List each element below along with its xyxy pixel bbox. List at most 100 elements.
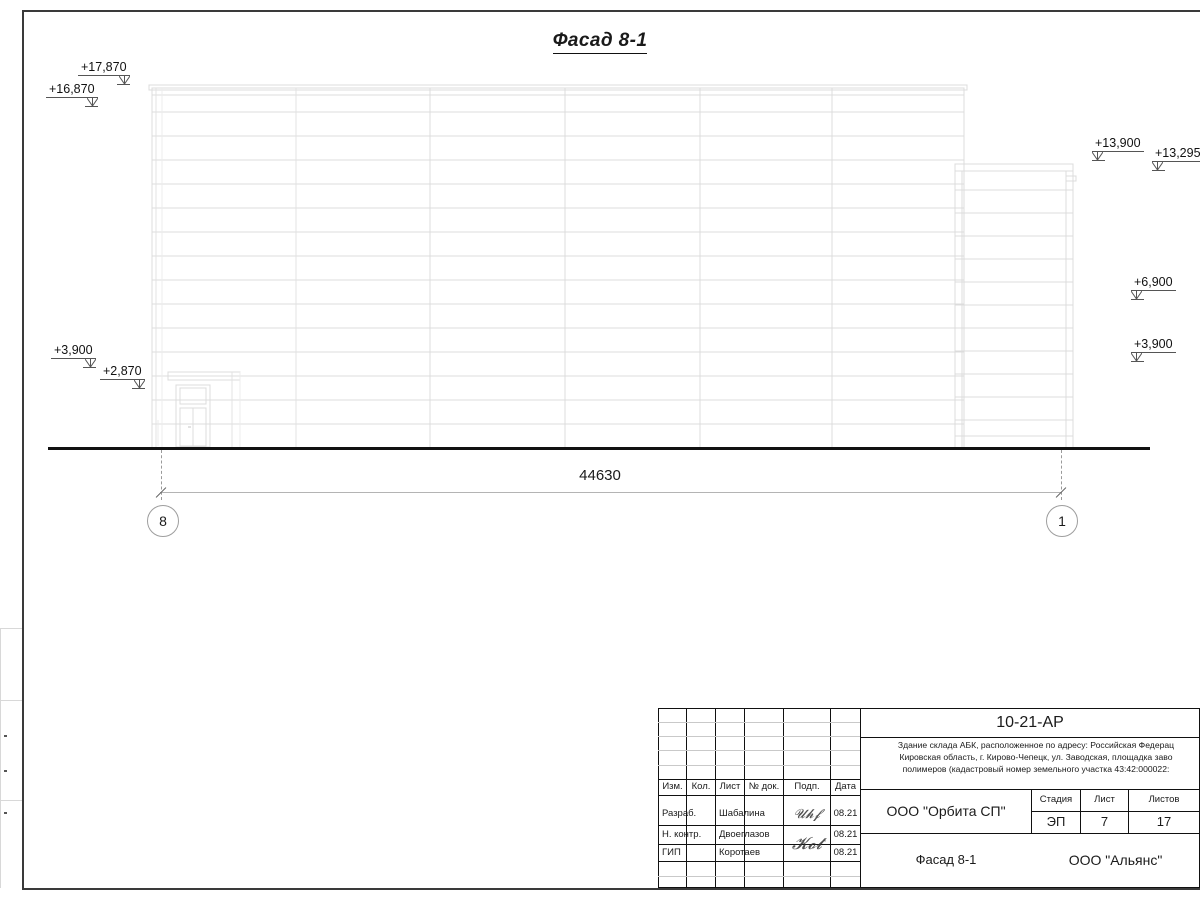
tb-name-korotaev: Коротаев	[719, 846, 761, 858]
tb-drawing-code: 10-21-АР	[996, 714, 1064, 732]
tb-header-izm: Изм.	[662, 780, 683, 792]
elevation-mark-13295: +13,295	[1152, 146, 1200, 175]
tb-grid-line	[658, 708, 1200, 709]
tb-header-ndok: № док.	[748, 780, 780, 792]
edge-table-rule	[0, 800, 22, 801]
tb-client-org: ООО "Альянс"	[1068, 852, 1163, 869]
elevation-value: +13,900	[1092, 136, 1144, 152]
tb-grid-line	[658, 887, 1200, 888]
edge-table-rule	[0, 628, 22, 629]
tb-name-dvoeglazov: Двоеглазов	[719, 829, 770, 841]
frame-border-left	[22, 10, 24, 890]
elevation-arrow-icon	[84, 359, 96, 368]
elevation-arrow-icon	[1131, 291, 1142, 300]
ground-line	[48, 447, 1150, 450]
elevation-arrow-icon	[118, 76, 130, 85]
tb-rule	[658, 765, 860, 766]
frame-border-top	[22, 10, 1200, 12]
tb-grid-line	[1031, 833, 1200, 834]
tb-grid-line	[1080, 789, 1081, 833]
tb-grid-line	[744, 708, 745, 888]
elevation-mark-6900: +6,900	[1131, 275, 1176, 304]
elevation-value: +3,900	[1131, 337, 1176, 353]
tb-grid-line	[860, 708, 861, 888]
tb-grid-line	[830, 708, 831, 888]
tb-grid-line	[658, 708, 659, 888]
tb-grid-line	[1031, 811, 1200, 812]
tb-value-list: 7	[1100, 814, 1109, 830]
tb-value-stadia: ЭП	[1046, 814, 1066, 830]
tb-rule	[658, 876, 860, 877]
tb-project-description-line-3: полимеров (кадастровый номер земельного …	[902, 764, 1170, 775]
signature-mark-nkontr-gip: 𝓚𝓸𝓽	[791, 834, 823, 854]
elevation-mark-13900: +13,900	[1092, 136, 1144, 165]
tb-grid-line	[715, 708, 716, 888]
page-title-text: Фасад 8-1	[552, 30, 648, 54]
elevation-arrow-icon	[1092, 152, 1103, 161]
dimension-label: 44630	[0, 467, 1200, 484]
elevation-value: +13,295	[1152, 146, 1200, 162]
elevation-mark-3900-right: +3,900	[1131, 337, 1176, 366]
axis-bubble-label: 1	[1058, 513, 1066, 529]
tb-grid-line	[783, 708, 784, 888]
tb-grid-line	[658, 825, 860, 826]
page-title: Фасад 8-1	[0, 30, 1200, 54]
dimension-value: 44630	[579, 467, 621, 484]
tb-header-podp: Подп.	[794, 780, 820, 792]
elevation-arrow-icon	[133, 380, 145, 389]
edge-table-rule	[0, 700, 22, 701]
elevation-value: +2,870	[100, 364, 145, 380]
tb-date-gip: 08.21	[833, 846, 858, 858]
tb-header-list: Лист	[719, 780, 741, 792]
frame-border-bottom	[22, 888, 1200, 890]
tb-grid-line	[658, 795, 860, 796]
tb-header-list2: Лист	[1094, 794, 1115, 806]
tb-value-listov: 17	[1156, 814, 1172, 830]
tb-rule	[658, 736, 860, 737]
tb-project-description-line-1: Здание склада АБК, расположенное по адре…	[897, 740, 1175, 750]
tb-designer-org: ООО "Орбита СП"	[886, 802, 1006, 819]
dimension-line	[160, 492, 1062, 493]
tb-grid-line	[658, 861, 860, 862]
axis-bubble-8[interactable]: 8	[147, 505, 179, 537]
tb-date-nkontr: 08.21	[833, 829, 858, 841]
edge-table-tick	[4, 770, 7, 772]
tb-grid-line	[686, 708, 687, 888]
dimension-extension-right	[1061, 450, 1062, 500]
elevation-arrow-icon	[1152, 162, 1163, 171]
edge-table-tick	[4, 812, 7, 814]
elevation-mark-3900-left: +3,900	[51, 343, 96, 372]
dimension-extension-left	[161, 450, 162, 500]
elevation-value: +3,900	[51, 343, 96, 359]
tb-grid-line	[860, 789, 1200, 790]
tb-sheet-name: Фасад 8-1	[915, 852, 977, 868]
tb-header-listov: Листов	[1148, 794, 1180, 806]
tb-name-shabalina: Шабалина	[719, 807, 765, 819]
axis-bubble-1[interactable]: 1	[1046, 505, 1078, 537]
elevation-arrow-icon	[1131, 353, 1142, 362]
elevation-value: +6,900	[1131, 275, 1176, 291]
tb-header-stadia: Стадия	[1039, 794, 1073, 806]
tb-grid-line	[1128, 789, 1129, 833]
tb-date-razrab: 08.21	[833, 807, 858, 819]
signature-mark-razrab: 𝓤𝓱𝓯	[793, 805, 821, 821]
tb-grid-line	[658, 779, 860, 780]
tb-project-description: Здание склада АБК, расположенное по адре…	[866, 739, 1200, 781]
elevation-mark-17870: +17,870	[78, 60, 130, 89]
tb-role-razrab: Разраб.	[662, 807, 697, 819]
title-block: Изм. Кол. Лист № док. Подп. Дата Разраб.…	[658, 708, 1200, 888]
tb-header-data: Дата	[834, 780, 857, 792]
tb-rule	[658, 750, 860, 751]
elevation-value: +17,870	[78, 60, 130, 76]
tb-grid-line	[860, 737, 1200, 738]
tb-grid-line	[658, 844, 860, 845]
elevation-mark-2870: +2,870	[100, 364, 145, 393]
tb-grid-line	[860, 833, 1200, 834]
elevation-arrow-icon	[86, 98, 98, 107]
tb-rule	[658, 722, 860, 723]
elevation-mark-16870: +16,870	[46, 82, 98, 111]
edge-table-tick	[4, 735, 7, 737]
edge-table-rule	[0, 628, 1, 888]
tb-role-gip: ГИП	[662, 846, 681, 858]
